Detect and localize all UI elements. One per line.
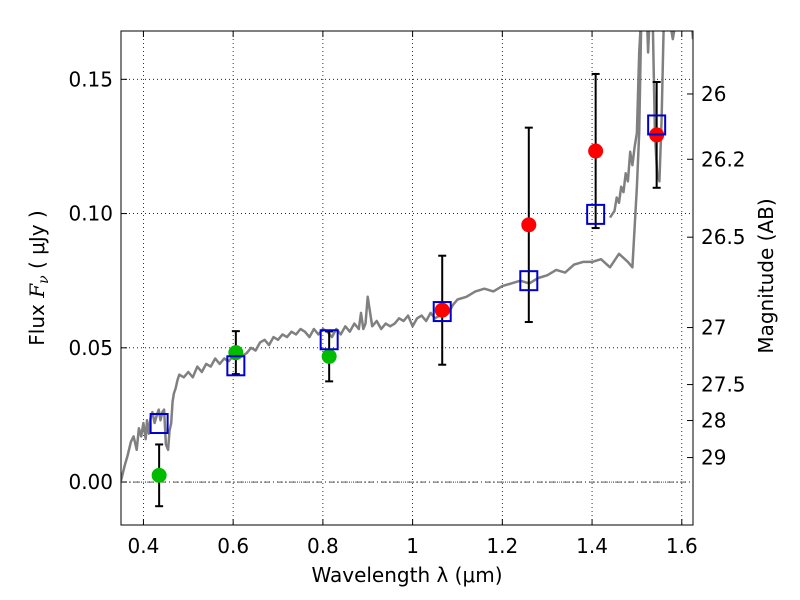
data-point (319, 329, 339, 351)
x-axis-label: Wavelength λ (μm) (311, 563, 502, 587)
data-point (226, 355, 246, 377)
data-point (434, 302, 450, 318)
data-point (321, 348, 337, 364)
y2-axis-label: Magnitude (AB) (754, 198, 778, 353)
data-point (588, 143, 604, 159)
data-point (586, 203, 606, 225)
spectrum-line (121, 31, 693, 481)
x-tick-label: 0.8 (307, 534, 339, 558)
y-axis-label-subscript: ν (36, 275, 52, 284)
data-point (228, 345, 244, 361)
y-tick-label: 0.05 (68, 336, 113, 360)
y-axis-ticks: 0.00 0.05 0.10 0.15 (68, 67, 127, 494)
data-point (432, 301, 452, 323)
model-spectrum (121, 31, 693, 481)
spectrum-line-branch (608, 31, 642, 219)
plot-frame (120, 30, 694, 526)
y2-tick-label: 26.5 (701, 225, 746, 249)
y2-tick-label: 26.2 (701, 147, 746, 171)
y-tick-label: 0.15 (68, 67, 113, 91)
y2-tick-label: 26 (701, 82, 726, 106)
x-tick-label: 1.2 (486, 534, 518, 558)
data-point (519, 270, 539, 292)
x-tick-label: 1.4 (576, 534, 608, 558)
data-point (647, 114, 667, 136)
y-axis-label-units: ( μJy ) (25, 210, 49, 275)
x-tick-label: 0.6 (217, 534, 249, 558)
y-axis-label-text: Flux (25, 298, 49, 346)
x-tick-label: 0.4 (128, 534, 160, 558)
y-tick-label: 0.10 (68, 202, 113, 226)
data-markers (149, 114, 667, 483)
y2-tick-label: 29 (701, 446, 726, 470)
x-axis-ticks: 0.4 0.6 0.8 1 1.2 1.4 1.6 (128, 31, 698, 558)
y-axis-label-symbol: F (25, 283, 49, 299)
grid-lines (121, 31, 693, 525)
y2-tick-label: 28 (701, 409, 726, 433)
error-bars (155, 72, 661, 508)
y2-tick-label: 27.5 (701, 373, 746, 397)
y-axis-label: Flux Fν ( μJy ) (25, 210, 52, 345)
x-tick-label: 1 (406, 534, 419, 558)
data-point (149, 413, 169, 435)
y2-tick-label: 27 (701, 316, 726, 340)
x-tick-label: 1.6 (666, 534, 698, 558)
data-point (521, 217, 537, 233)
y-tick-label: 0.00 (68, 470, 113, 494)
data-point (151, 467, 167, 483)
y2-axis-ticks: 26 26.2 26.5 27 27.5 28 29 (687, 82, 746, 470)
